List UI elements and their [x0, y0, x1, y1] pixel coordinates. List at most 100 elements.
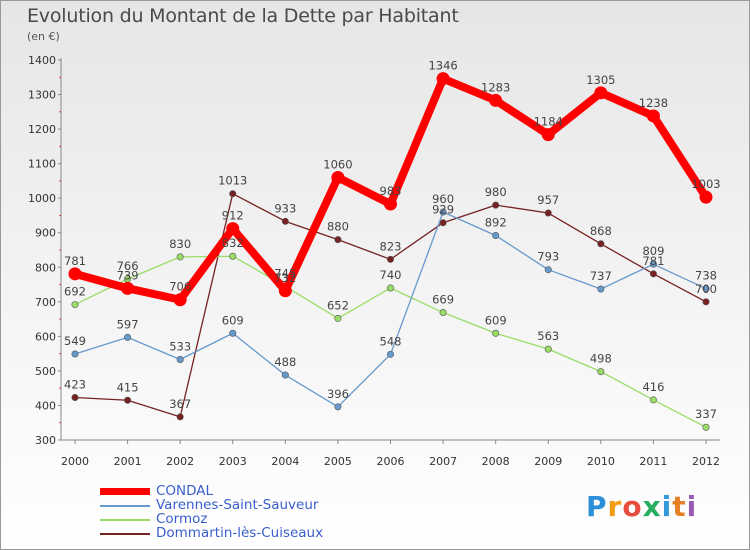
data-label: 669	[432, 293, 454, 307]
logo-letter: x	[642, 490, 662, 523]
data-label: 609	[485, 313, 507, 327]
data-label: 1346	[428, 59, 457, 73]
data-point	[649, 270, 657, 278]
data-label: 793	[537, 250, 559, 264]
data-label: 912	[222, 209, 244, 223]
data-point	[492, 201, 500, 209]
data-label: 700	[695, 282, 717, 296]
data-label: 880	[327, 220, 349, 234]
data-point	[124, 396, 132, 404]
y-tick-label: 800	[35, 261, 56, 274]
data-label: 1003	[691, 177, 720, 191]
proxiti-logo: Proxiti	[586, 490, 697, 523]
logo-letter: i	[686, 490, 698, 523]
x-tick-label: 2005	[324, 455, 352, 468]
data-point	[646, 109, 660, 123]
data-label: 1184	[534, 115, 563, 129]
data-point	[71, 301, 79, 309]
logo-letter: P	[586, 490, 608, 523]
chart-title: Evolution du Montant de la Dette par Hab…	[27, 5, 459, 27]
data-point	[331, 170, 345, 184]
data-point	[699, 190, 713, 204]
logo-letter: o	[622, 490, 643, 523]
data-point	[386, 255, 394, 263]
data-label: 549	[64, 334, 86, 348]
data-label: 396	[327, 387, 349, 401]
data-point	[281, 371, 289, 379]
data-point	[439, 208, 447, 216]
data-label: 957	[537, 193, 559, 207]
data-label: 609	[222, 313, 244, 327]
data-point	[386, 350, 394, 358]
data-label: 488	[274, 355, 296, 369]
data-label: 416	[642, 380, 664, 394]
data-point	[597, 285, 605, 293]
y-tick-label: 300	[35, 434, 56, 447]
y-tick-label: 1100	[28, 158, 56, 171]
data-label: 823	[380, 239, 402, 253]
x-tick-label: 2009	[534, 455, 562, 468]
data-point	[702, 298, 710, 306]
x-tick-label: 2008	[482, 455, 510, 468]
y-tick-label: 1000	[28, 192, 56, 205]
data-label: 830	[169, 237, 191, 251]
data-label: 740	[380, 268, 402, 282]
logo-letter: i	[661, 490, 673, 523]
x-tick-label: 2007	[429, 455, 457, 468]
x-tick-label: 2002	[166, 455, 194, 468]
data-point	[281, 217, 289, 225]
x-tick-label: 2001	[114, 455, 142, 468]
data-label: 929	[432, 203, 454, 217]
data-label: 533	[169, 340, 191, 354]
data-point	[71, 394, 79, 402]
data-label: 781	[642, 254, 664, 268]
data-point	[124, 333, 132, 341]
legend-swatch	[100, 519, 150, 521]
y-tick-label: 700	[35, 296, 56, 309]
data-label: 732	[274, 271, 296, 285]
series-2	[71, 208, 710, 411]
legend-label: Cormoz	[156, 511, 208, 527]
data-point	[544, 209, 552, 217]
data-point	[226, 222, 240, 236]
data-label: 933	[274, 201, 296, 215]
data-point	[176, 356, 184, 364]
y-tick-label: 900	[35, 227, 56, 240]
x-tick-label: 2003	[219, 455, 247, 468]
data-point	[278, 284, 292, 298]
legend-label: Varennes-Saint-Sauveur	[156, 497, 319, 513]
data-point	[176, 253, 184, 261]
data-label: 415	[117, 380, 139, 394]
data-point	[334, 314, 342, 322]
data-point	[68, 267, 82, 281]
y-tick-label: 600	[35, 330, 56, 343]
data-label: 692	[64, 285, 86, 299]
data-label: 337	[695, 407, 717, 421]
series-1	[68, 72, 713, 307]
data-label: 1305	[586, 73, 615, 87]
y-unit-label: (en €)	[27, 30, 60, 43]
data-label: 423	[64, 378, 86, 392]
data-point	[489, 93, 503, 107]
data-label: 766	[117, 259, 139, 273]
x-tick-label: 2011	[639, 455, 667, 468]
data-label: 832	[222, 236, 244, 250]
y-tick-label: 1200	[28, 123, 56, 136]
data-point	[229, 190, 237, 198]
data-label: 737	[590, 269, 612, 283]
data-point	[229, 329, 237, 337]
data-point	[492, 231, 500, 239]
logo-letter: t	[672, 490, 687, 523]
data-label: 738	[695, 269, 717, 283]
data-point	[121, 281, 135, 295]
data-label: 706	[169, 280, 191, 294]
series-4	[71, 190, 710, 421]
y-tick-label: 1400	[28, 54, 56, 67]
data-point	[702, 285, 710, 293]
legend-label: CONDAL	[156, 483, 214, 499]
x-tick-label: 2012	[692, 455, 720, 468]
y-tick-label: 400	[35, 399, 56, 412]
data-point	[229, 252, 237, 260]
